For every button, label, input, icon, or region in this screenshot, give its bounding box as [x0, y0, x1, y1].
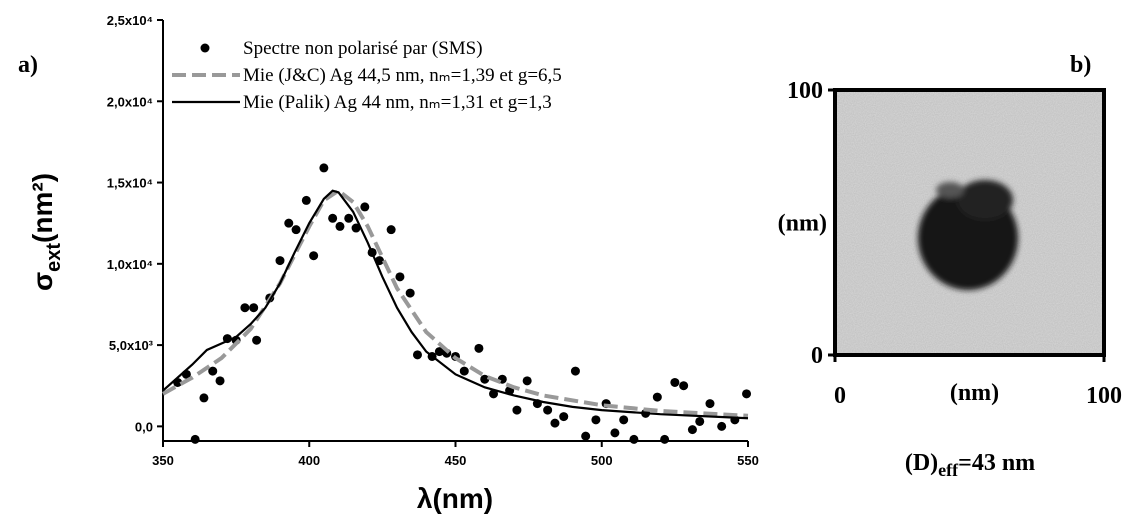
data-point	[550, 418, 560, 428]
y-label-unit: (nm²)	[27, 173, 58, 243]
data-point	[275, 256, 285, 266]
data-point	[629, 434, 639, 444]
data-point	[543, 405, 553, 415]
data-point	[386, 225, 396, 235]
caption-subscript: eff	[938, 460, 959, 480]
data-point	[717, 421, 727, 431]
data-point	[215, 376, 225, 386]
data-point	[619, 415, 629, 425]
data-point	[360, 202, 370, 212]
x-tick-label: 350	[152, 453, 174, 468]
data-point	[512, 405, 522, 415]
data-point	[652, 392, 662, 402]
y-tick-label: 2,5x10⁴	[107, 13, 153, 28]
x-tick-label: 500	[591, 453, 613, 468]
data-point	[412, 350, 422, 360]
x-tick-label: 100	[1086, 383, 1122, 409]
data-point	[474, 343, 484, 353]
x-axis-label: (nm)	[950, 380, 999, 406]
data-point	[301, 195, 311, 205]
curve	[162, 188, 749, 418]
panel-label: a)	[18, 52, 38, 78]
y-axis-label: σext(nm²)	[27, 173, 65, 291]
legend-label: Mie (Palik) Ag 44 nm, nₘ=1,31 et g=1,3	[243, 92, 552, 113]
curve	[162, 189, 749, 420]
data-point	[660, 434, 670, 444]
data-point	[610, 428, 620, 438]
data-point	[208, 366, 218, 376]
data-point	[405, 288, 415, 298]
data-point	[522, 376, 532, 386]
data-point	[309, 251, 319, 261]
data-point	[591, 415, 601, 425]
image-frame	[833, 88, 1106, 357]
x-tick-label: 450	[445, 453, 467, 468]
data-point	[559, 412, 569, 422]
caption-rest: =43 nm	[958, 450, 1035, 476]
y-axis-label: (nm)	[778, 211, 827, 237]
data-point	[249, 303, 259, 313]
data-point	[434, 347, 444, 357]
data-point	[489, 389, 499, 399]
data-point	[252, 335, 262, 345]
y-tick-label: 2,0x10⁴	[107, 94, 153, 109]
data-point	[199, 393, 209, 403]
data-point	[291, 225, 301, 235]
data-point	[240, 303, 250, 313]
y-tick-label: 100	[787, 78, 823, 104]
data-point	[395, 272, 405, 282]
data-point	[284, 218, 294, 228]
x-tick-label: 400	[298, 453, 320, 468]
y-label-subscript: ext	[43, 243, 65, 272]
y-tick-label: 0,0	[135, 419, 153, 434]
data-point	[459, 366, 469, 376]
panel-label: b)	[1070, 52, 1091, 78]
legend-label: Spectre non polarisé par (SMS)	[243, 38, 483, 59]
data-point	[344, 213, 354, 223]
y-tick-label: 1,5x10⁴	[107, 176, 153, 191]
x-axis-label: λ(nm)	[417, 483, 493, 514]
y-tick-label: 0	[811, 343, 823, 369]
y-tick-label: 5,0x10³	[109, 338, 154, 353]
caption-main: (D)	[905, 450, 938, 476]
data-point	[695, 416, 705, 426]
data-point	[319, 163, 329, 173]
data-point	[670, 377, 680, 387]
data-point	[480, 374, 490, 384]
x-tick-label: 0	[834, 383, 846, 409]
data-point	[570, 366, 580, 376]
data-point	[190, 434, 200, 444]
data-point	[687, 425, 697, 435]
legend-marker	[200, 43, 210, 53]
legend-label: Mie (J&C) Ag 44,5 nm, nₘ=1,39 et g=6,5	[243, 65, 562, 86]
y-tick-label: 1,0x10⁴	[107, 257, 153, 272]
data-point	[351, 223, 361, 233]
data-point	[679, 381, 689, 391]
particle	[918, 180, 1018, 290]
x-tick-label: 550	[737, 453, 759, 468]
data-point	[742, 389, 752, 399]
caption: (D)eff=43 nm	[905, 450, 1035, 480]
y-label-symbol: σ	[27, 272, 58, 291]
data-point	[335, 221, 345, 231]
data-point	[328, 213, 338, 223]
data-point	[705, 399, 715, 409]
data-point	[581, 431, 591, 441]
